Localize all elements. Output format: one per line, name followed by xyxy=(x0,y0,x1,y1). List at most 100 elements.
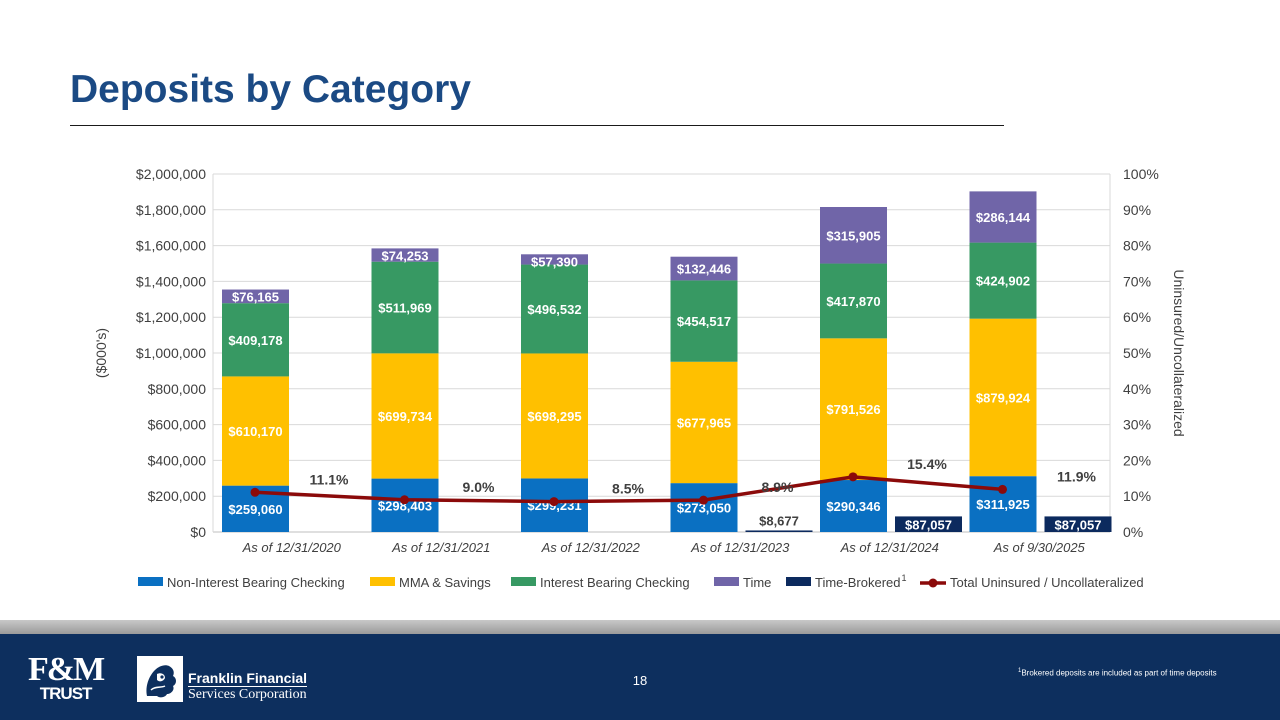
y2-tick-label: 60% xyxy=(1123,309,1151,325)
x-tick-label: As of 12/31/2023 xyxy=(690,540,790,555)
y2-axis-title: Uninsured/Uncollateralized xyxy=(1171,269,1187,436)
ffsc-name-line1: Franklin Financial xyxy=(188,670,308,686)
y2-tick-label: 40% xyxy=(1123,381,1151,397)
bar-segment xyxy=(820,338,887,481)
ffsc-name-line2: Services Corporation xyxy=(188,686,308,702)
bar-data-label: $409,178 xyxy=(228,333,282,348)
legend-label: Total Uninsured / Uncollateralized xyxy=(950,575,1144,590)
page-title: Deposits by Category xyxy=(70,68,471,111)
x-tick-label: As of 12/31/2020 xyxy=(242,540,342,555)
footer-gray-band xyxy=(0,620,1280,634)
y2-tick-label: 20% xyxy=(1123,452,1151,468)
uninsured-point xyxy=(998,484,1007,494)
uninsured-point xyxy=(699,495,708,505)
y-tick-label: $1,200,000 xyxy=(136,309,206,325)
bar-segment xyxy=(820,263,887,339)
legend-swatch xyxy=(370,577,395,586)
bar-segment xyxy=(670,483,738,532)
brokered-data-label: $8,677 xyxy=(759,513,799,528)
y-axis-title: ($000's) xyxy=(93,328,109,378)
footnote-marker: 1 xyxy=(1018,668,1022,674)
brokered-bar xyxy=(1044,516,1112,532)
bar-segment xyxy=(670,361,738,484)
bar-data-label: $286,144 xyxy=(976,210,1031,225)
brokered-data-label: $87,057 xyxy=(1055,517,1102,532)
bar-segment xyxy=(969,191,1037,243)
footnote: 1Brokered deposits are included as part … xyxy=(1018,666,1228,679)
bar-segment xyxy=(222,303,289,377)
brokered-bar xyxy=(895,516,962,532)
bar-segment xyxy=(521,264,588,354)
bar-data-label: $57,390 xyxy=(531,254,578,269)
bar-data-label: $417,870 xyxy=(826,294,880,309)
bar-data-label: $424,902 xyxy=(976,274,1030,289)
bar-segment xyxy=(969,242,1037,319)
legend-line-marker xyxy=(928,578,938,588)
y2-tick-label: 90% xyxy=(1123,202,1151,218)
uninsured-data-label: 8.5% xyxy=(612,481,644,497)
y-tick-label: $200,000 xyxy=(148,488,207,504)
page-number: 18 xyxy=(632,673,648,688)
y-tick-label: $0 xyxy=(190,524,206,540)
y-tick-label: $1,800,000 xyxy=(136,202,206,218)
bar-data-label: $610,170 xyxy=(228,424,282,439)
uninsured-data-label: 11.1% xyxy=(310,471,349,487)
bar-data-label: $74,253 xyxy=(382,248,429,263)
fm-logo-top: F&M xyxy=(28,651,105,688)
uninsured-point xyxy=(848,472,858,482)
bar-segment xyxy=(371,261,439,354)
bar-data-label: $132,446 xyxy=(677,262,731,277)
legend-label: Time xyxy=(743,575,771,590)
bar-segment xyxy=(670,280,738,362)
legend-swatch xyxy=(511,577,536,586)
bar-data-label: $791,526 xyxy=(826,402,880,417)
bar-data-label: $273,050 xyxy=(677,501,731,516)
x-tick-label: As of 12/31/2024 xyxy=(840,540,939,555)
deposits-chart: $0 $200,000 $400,000 $600,000 $800,000 $1,000… xyxy=(93,166,1187,590)
y2-tick-label: 100% xyxy=(1123,166,1159,182)
bar-segment xyxy=(670,256,738,281)
y2-tick-label: 50% xyxy=(1123,345,1151,361)
legend-label: Non-Interest Bearing Checking xyxy=(167,575,345,590)
y-tick-label: $600,000 xyxy=(148,417,207,433)
bar-data-label: $298,403 xyxy=(378,498,432,513)
y2-tick-label: 10% xyxy=(1123,488,1151,504)
legend-label: MMA & Savings xyxy=(399,575,491,590)
y-tick-label: $800,000 xyxy=(148,381,207,397)
bar-segment xyxy=(820,206,887,264)
fm-logo-bottom: TRUST xyxy=(39,684,93,703)
uninsured-point xyxy=(549,497,559,507)
y-tick-label: $400,000 xyxy=(148,452,207,468)
uninsured-point xyxy=(250,487,260,497)
y-tick-label: $2,000,000 xyxy=(136,166,206,182)
bar-data-label: $511,969 xyxy=(378,301,432,316)
fm-trust-logo: F&M TRUST xyxy=(28,651,105,703)
bar-segment xyxy=(222,289,289,304)
title-divider xyxy=(70,125,1004,126)
bar-data-label: $259,060 xyxy=(228,502,282,517)
bar-data-label: $311,925 xyxy=(976,497,1030,512)
y-tick-label: $1,400,000 xyxy=(136,273,206,289)
ffsc-logo-text: Franklin Financial Services Corporation xyxy=(188,670,308,703)
y2-tick-label: 0% xyxy=(1123,524,1143,540)
legend-superscript: 1 xyxy=(901,573,906,583)
footer-band xyxy=(0,634,1280,720)
bar-segment xyxy=(222,376,289,486)
y2-tick-label: 30% xyxy=(1123,417,1151,433)
legend-swatch xyxy=(714,577,739,586)
uninsured-data-label: 15.4% xyxy=(907,456,947,472)
bar-segment xyxy=(371,478,439,532)
brokered-data-label: $87,057 xyxy=(905,517,952,532)
bar-data-label: $699,734 xyxy=(378,409,433,424)
legend-label: Time-Brokered xyxy=(815,575,900,590)
legend-swatch xyxy=(786,577,811,586)
bar-data-label: $698,295 xyxy=(527,409,581,424)
uninsured-point xyxy=(400,495,409,505)
bar-segment xyxy=(521,254,588,265)
bar-data-label: $454,517 xyxy=(677,314,731,329)
y2-tick-label: 70% xyxy=(1123,273,1151,289)
uninsured-line xyxy=(254,475,1003,504)
legend-swatch xyxy=(138,577,163,586)
y-tick-label: $1,600,000 xyxy=(136,238,206,254)
bar-data-label: $677,965 xyxy=(677,415,731,430)
